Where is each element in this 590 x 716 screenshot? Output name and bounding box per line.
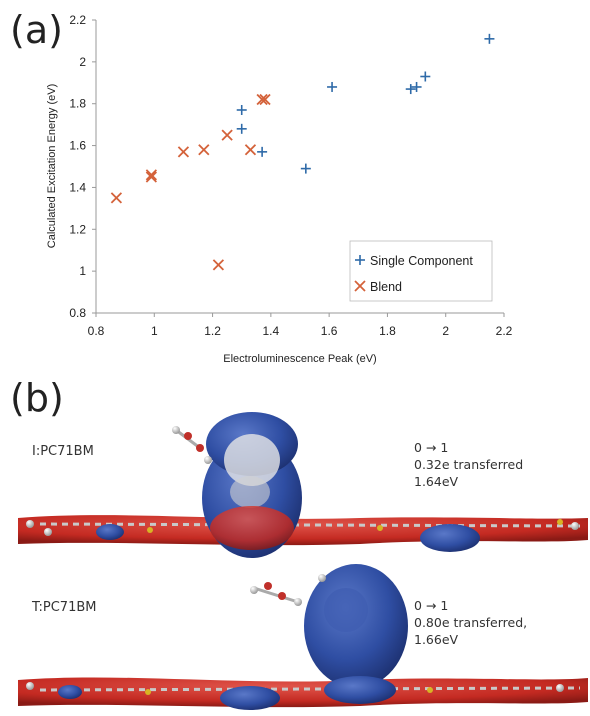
- scatter-chart: 0.8 1 1.2 1.4 1.6 1.8 2 2.2 0.8 1 1.2 1.4 1.6 1.8 2 2.…: [46, 13, 513, 365]
- legend-box: [349, 240, 493, 302]
- fullerene-top: [202, 412, 302, 558]
- y-tick-label: 0.8: [69, 306, 86, 320]
- transfer-note-i-pc71bm: 0 → 1 0.32e transferred 1.64eV: [414, 439, 523, 490]
- y-tick-label: 2.2: [69, 13, 86, 27]
- single-component-point: [420, 71, 431, 82]
- molecular-orbital-image: [18, 412, 588, 710]
- single-component-point: [405, 84, 416, 95]
- legend-label-blend: Blend: [370, 280, 402, 294]
- panel-b-label: (b): [10, 376, 64, 420]
- molecule-label-i-pc71bm: I:PC71BM: [32, 444, 94, 459]
- transfer-note-line: 0 → 1: [414, 598, 449, 613]
- single-component-point: [236, 104, 247, 115]
- single-component-point: [236, 123, 247, 134]
- single-component-point: [484, 33, 495, 44]
- blend-point: [110, 192, 123, 204]
- blend-point: [145, 169, 158, 181]
- transfer-note-line: 0 → 1: [414, 440, 449, 455]
- x-axis-title: Electroluminescence Peak (eV): [223, 353, 376, 365]
- polymer-chain-bottom: [18, 677, 588, 710]
- fullerene-bottom: [304, 564, 408, 704]
- x-tick-label: 1.6: [321, 324, 338, 338]
- blend-point: [221, 129, 233, 141]
- blend-point: [256, 93, 268, 106]
- legend: Single Component Blend: [349, 240, 493, 302]
- blend-point: [145, 171, 158, 183]
- y-tick-label: 1.2: [69, 222, 86, 236]
- legend-marker-glyph: [355, 255, 365, 265]
- single-component-point: [411, 81, 422, 92]
- x-tick-label: 0.8: [88, 324, 105, 338]
- blend-point: [177, 146, 190, 158]
- y-tick-label: 1.8: [69, 97, 86, 111]
- y-tick-label: 1.4: [69, 180, 86, 194]
- transfer-note-line: 1.66eV: [414, 632, 459, 647]
- x-tick-label: 1.8: [379, 324, 396, 338]
- molecule-i-pc71bm: [18, 412, 588, 558]
- transfer-note-line: 0.80e transferred,: [414, 615, 528, 630]
- x-tick-label: 1: [151, 324, 158, 338]
- legend-marker-blend: [354, 280, 366, 292]
- blend-point: [244, 144, 257, 156]
- panel-a-label: (a): [10, 8, 63, 52]
- side-chain-bottom: [250, 574, 326, 606]
- transfer-note-t-pc71bm: 0 → 1 0.80e transferred, 1.66eV: [414, 597, 527, 648]
- blend-point: [198, 144, 210, 156]
- transfer-note-line: 0.32e transferred: [414, 457, 524, 472]
- x-tick-label: 1.2: [204, 324, 221, 338]
- single-component-point: [257, 146, 268, 157]
- legend-marker-single-component: [355, 255, 365, 265]
- x-tick-label: 2.2: [496, 324, 513, 338]
- polymer-chain-top: [18, 515, 588, 552]
- blend-point: [212, 259, 225, 271]
- single-component-point: [327, 81, 338, 92]
- x-tick-label: 2: [442, 324, 449, 338]
- blend-point: [259, 93, 271, 106]
- x-tick-label: 1.4: [263, 324, 280, 338]
- legend-marker-glyph: [354, 280, 366, 292]
- transfer-note-line: 1.64eV: [414, 474, 459, 489]
- y-axis-title: Calculated Excitation Energy (eV): [46, 84, 58, 248]
- molecule-label-t-pc71bm: T:PC71BM: [32, 600, 97, 615]
- side-chain-top: [172, 426, 212, 464]
- y-tick-label: 1: [79, 264, 86, 278]
- single-component-point: [300, 163, 311, 174]
- y-tick-label: 1.6: [69, 139, 86, 153]
- legend-label-single-component: Single Component: [370, 254, 473, 268]
- molecule-t-pc71bm: [18, 564, 588, 710]
- y-tick-label: 2: [79, 55, 86, 69]
